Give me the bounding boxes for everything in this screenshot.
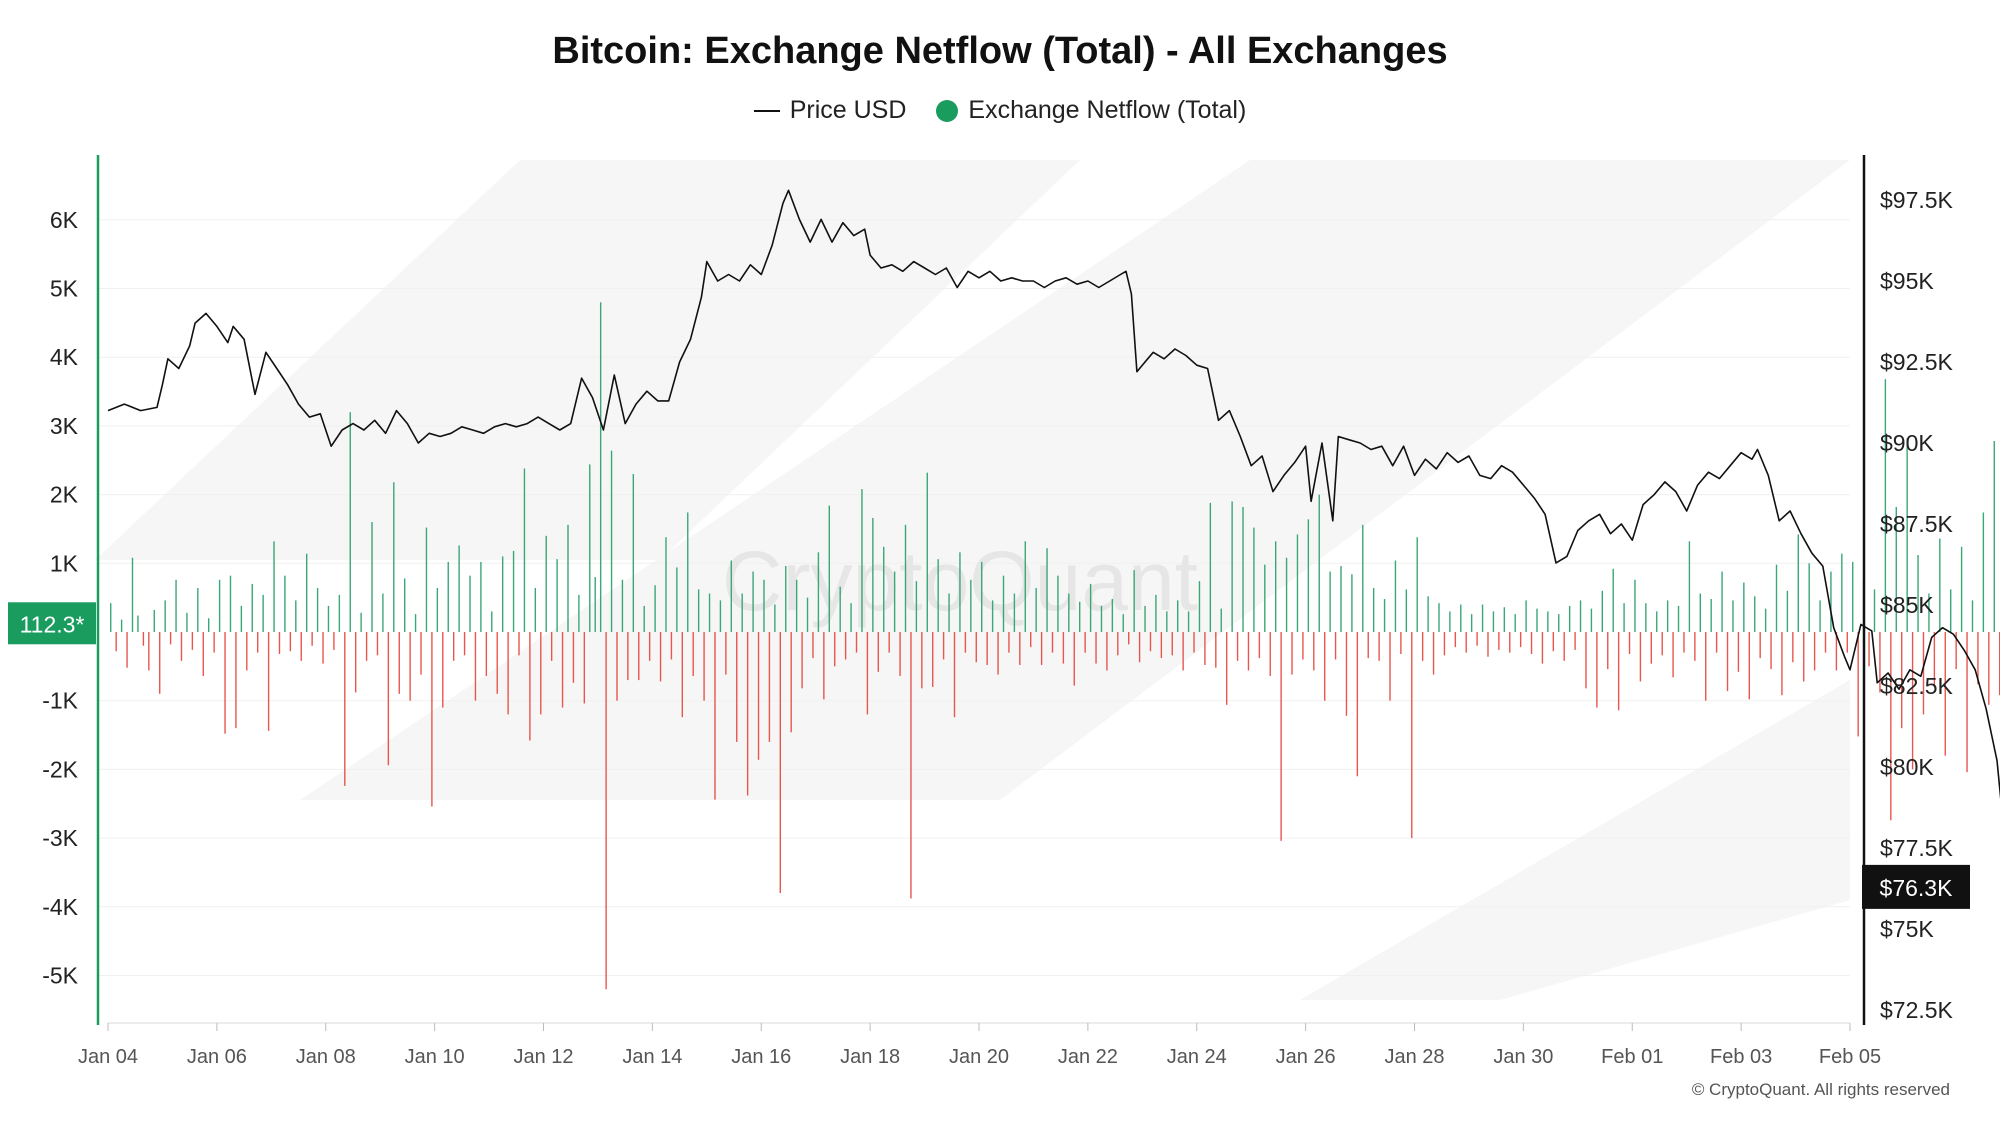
value-badges: 112.3* $76.3K [8, 602, 1970, 909]
right-axis-tick-label: $82.5K [1880, 673, 1954, 699]
x-axis-tick-label: Jan 08 [296, 1046, 356, 1068]
right-axis-tick-label: $85K [1880, 592, 1934, 618]
right-axis-tick-label: $77.5K [1880, 835, 1954, 861]
x-axis-tick-label: Jan 14 [622, 1046, 682, 1068]
x-axis-tick-label: Jan 06 [187, 1046, 247, 1068]
right-axis-tick-label: $95K [1880, 268, 1934, 294]
left-axis-tick-label: -4K [42, 894, 78, 920]
x-axis-tick-label: Jan 28 [1384, 1046, 1444, 1068]
right-axis-tick-label: $90K [1880, 430, 1934, 456]
left-axis-tick-label: -5K [42, 963, 78, 989]
current-netflow-label: 112.3* [20, 611, 85, 637]
legend-item-price[interactable]: Price USD [753, 96, 907, 125]
left-axis-tick-label: 3K [50, 413, 79, 439]
chart-title: Bitcoin: Exchange Netflow (Total) - All … [552, 30, 1448, 72]
x-axis-tick-label: Jan 26 [1276, 1046, 1336, 1068]
right-axis-tick-label: $72.5K [1880, 997, 1954, 1023]
price-line [107, 189, 2000, 800]
x-axis-tick-label: Jan 16 [731, 1046, 791, 1068]
right-axis-tick-label: $97.5K [1880, 187, 1954, 213]
left-axis-tick-label: -1K [42, 688, 78, 714]
left-axis-tick-label: 4K [50, 344, 79, 370]
background-band [300, 160, 1850, 800]
background-band [1300, 680, 1850, 1000]
x-axis-tick-label: Feb 01 [1601, 1046, 1663, 1068]
left-axis-tick-label: 1K [50, 550, 79, 576]
background-layer [95, 160, 1850, 1000]
x-axis-tick-label: Jan 18 [840, 1046, 900, 1068]
left-axis-tick-label: -3K [42, 825, 78, 851]
chart-legend: Price USD Exchange Netflow (Total) [0, 96, 2000, 125]
x-axis-tick-label: Jan 20 [949, 1046, 1009, 1068]
x-axis-tick-label: Jan 24 [1167, 1046, 1227, 1068]
legend-label-netflow: Exchange Netflow (Total) [968, 96, 1247, 124]
legend-item-netflow[interactable]: Exchange Netflow (Total) [936, 96, 1246, 125]
right-axis-tick-label: $87.5K [1880, 511, 1954, 537]
current-netflow-badge [8, 602, 96, 645]
current-price-badge [1862, 864, 1970, 909]
legend-label-price: Price USD [789, 96, 907, 124]
right-axis-tick-label: $92.5K [1880, 349, 1954, 375]
tick-labels: 6K 5K 4K 3K 2K 1K -1K -2K -3K -4K -5K $97.5K $95K $92… [42, 187, 1953, 1068]
left-axis-tick-label: 2K [50, 482, 79, 508]
right-axis-tick-label: $75K [1880, 916, 1934, 942]
netflow-bars [110, 302, 2000, 990]
current-price-label: $76.3K [1880, 875, 1954, 901]
right-axis-tick-label: $80K [1880, 754, 1934, 780]
legend-line-swatch [753, 109, 780, 112]
x-axis-tick-label: Jan 22 [1058, 1046, 1118, 1068]
x-axis-tick-label: Jan 30 [1493, 1046, 1553, 1068]
x-axis-tick-label: Feb 05 [1819, 1046, 1881, 1068]
background-band [95, 160, 1080, 560]
copyright: © CryptoQuant. All rights reserved [1691, 1080, 1950, 1099]
legend-dot-swatch [936, 99, 959, 122]
left-axis-tick-label: 5K [50, 276, 79, 302]
x-axis-tick-label: Jan 12 [513, 1046, 573, 1068]
x-axis-tick-label: Jan 10 [405, 1046, 465, 1068]
x-axis-tick-label: Feb 03 [1710, 1046, 1772, 1068]
left-axis-tick-label: -2K [42, 756, 78, 782]
left-axis-tick-label: 6K [50, 207, 79, 233]
x-axis-tick-label: Jan 04 [78, 1046, 138, 1068]
price-line-layer [107, 189, 2000, 800]
